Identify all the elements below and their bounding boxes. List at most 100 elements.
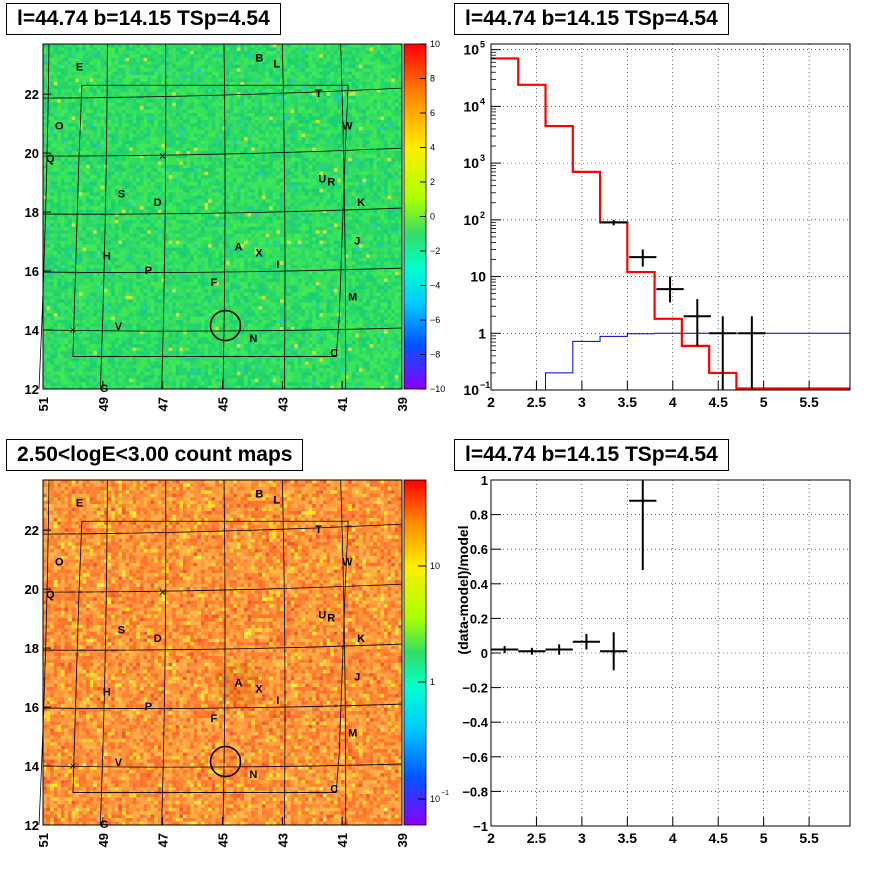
title-bottom-left: 2.50<logE<3.00 count maps bbox=[6, 439, 304, 471]
colorbar-significance bbox=[404, 44, 426, 389]
source-label: J bbox=[354, 672, 360, 684]
y-tick-label: 0.6 bbox=[470, 542, 488, 557]
source-label: W bbox=[342, 121, 353, 133]
y-tick-label: −0.8 bbox=[462, 784, 488, 799]
residual-plot: 2 2.5 3 3.5 4 4.5 5 5.5 1 0.8 0.6 0.4 0.2 0 −0.2 −0.4 −0… bbox=[455, 473, 851, 846]
y-tick-label: 10 bbox=[463, 98, 479, 114]
source-label: U bbox=[318, 610, 326, 622]
source-label: S bbox=[118, 188, 125, 200]
x-tick-label: 47 bbox=[156, 397, 171, 411]
x-tick-label: 43 bbox=[275, 833, 290, 847]
y-tick-exponent: 2 bbox=[480, 210, 485, 220]
colorbar-tick-label: 0 bbox=[430, 212, 435, 222]
source-label: X bbox=[255, 683, 263, 695]
x-tick-label: 51 bbox=[36, 397, 51, 411]
source-label: E bbox=[76, 62, 83, 74]
model-histogram-line bbox=[491, 57, 850, 390]
x-tick-label: 5.5 bbox=[799, 830, 819, 846]
source-label: L bbox=[273, 495, 280, 507]
y-tick-label: 10 bbox=[463, 42, 479, 58]
y-tick-label: 22 bbox=[25, 87, 39, 102]
colorbar-tick-label: 10 bbox=[430, 561, 440, 571]
x-tick-label: 49 bbox=[96, 833, 111, 847]
residual-frame bbox=[490, 479, 851, 827]
source-label: X bbox=[255, 247, 263, 259]
source-cross bbox=[70, 327, 76, 333]
y-tick-label: 0.8 bbox=[470, 508, 488, 523]
map-grid bbox=[38, 479, 403, 826]
x-tick-label: 2 bbox=[487, 394, 495, 410]
x-tick-label: 3 bbox=[578, 830, 586, 846]
source-label: H bbox=[103, 250, 111, 262]
y-tick-label: 10 bbox=[463, 155, 479, 171]
y-tick-label: 18 bbox=[25, 205, 39, 220]
x-tick-label: 5 bbox=[760, 394, 768, 410]
source-label: A bbox=[234, 677, 242, 689]
y-tick-label: 10 bbox=[463, 382, 479, 398]
residual-grid bbox=[490, 479, 850, 827]
source-cross bbox=[70, 763, 76, 769]
x-tick-label: 43 bbox=[275, 397, 290, 411]
x-tick-label: 41 bbox=[335, 397, 350, 411]
y-tick-label: 0.4 bbox=[470, 577, 489, 592]
x-tick-label: 45 bbox=[216, 397, 231, 411]
map-pixels bbox=[43, 44, 403, 390]
map-roi bbox=[72, 84, 349, 357]
source-label: K bbox=[357, 633, 365, 645]
x-tick-label: 45 bbox=[216, 833, 231, 847]
x-tick-label: 3 bbox=[578, 394, 586, 410]
title-bottom-right: l=44.74 b=14.15 TSp=4.54 bbox=[454, 439, 729, 471]
source-label: Q bbox=[46, 153, 55, 165]
source-label: M bbox=[348, 728, 357, 740]
source-label: U bbox=[318, 174, 326, 186]
source-circle bbox=[209, 745, 242, 778]
background-model-line bbox=[545, 332, 850, 390]
source-label: H bbox=[103, 686, 111, 698]
title-top-left: l=44.74 b=14.15 TSp=4.54 bbox=[6, 3, 281, 35]
y-tick-label: 22 bbox=[25, 523, 39, 538]
x-tick-label: 39 bbox=[395, 833, 410, 847]
colorbar-tick-label: 10 bbox=[430, 39, 440, 49]
source-circle bbox=[209, 309, 242, 342]
y-tick-exponent: 5 bbox=[480, 40, 485, 50]
source-label: R bbox=[327, 613, 335, 625]
source-label: N bbox=[249, 333, 257, 345]
y-tick-label: 18 bbox=[25, 641, 39, 656]
y-tick-label: −0.4 bbox=[462, 715, 488, 730]
y-axis-label: (data-model)/model bbox=[455, 525, 471, 654]
source-label: T bbox=[315, 88, 322, 100]
source-label: L bbox=[273, 59, 280, 71]
y-tick-label: 14 bbox=[25, 759, 40, 774]
source-label: O bbox=[55, 557, 64, 569]
y-tick-exponent: 4 bbox=[480, 96, 485, 106]
x-tick-label: 3.5 bbox=[618, 394, 638, 410]
title-top-right: l=44.74 b=14.15 TSp=4.54 bbox=[454, 3, 729, 35]
source-label: B bbox=[255, 53, 263, 65]
source-label: F bbox=[211, 713, 218, 725]
x-tick-label: 41 bbox=[335, 833, 350, 847]
source-label: S bbox=[118, 624, 125, 636]
source-label: J bbox=[354, 236, 360, 248]
x-tick-label: 5.5 bbox=[799, 394, 819, 410]
source-label: N bbox=[249, 769, 257, 781]
x-tick-label: 39 bbox=[395, 397, 410, 411]
y-tick-label: 20 bbox=[25, 582, 39, 597]
colorbar-counts bbox=[404, 480, 426, 825]
source-label: R bbox=[327, 177, 335, 189]
x-tick-label: 2.5 bbox=[527, 394, 547, 410]
source-label: V bbox=[115, 321, 123, 333]
y-tick-label: 14 bbox=[25, 323, 40, 338]
colorbar-tick-label: −8 bbox=[430, 350, 440, 360]
source-label: T bbox=[315, 524, 322, 536]
colorbar-tick-label: 1 bbox=[430, 677, 435, 687]
spectrum-frame bbox=[490, 43, 851, 391]
source-label: D bbox=[154, 197, 162, 209]
x-tick-label: 5 bbox=[760, 830, 768, 846]
y-tick-label: 20 bbox=[25, 146, 39, 161]
source-label: K bbox=[357, 197, 365, 209]
x-tick-label: 4.5 bbox=[708, 830, 728, 846]
source-label: P bbox=[145, 701, 152, 713]
